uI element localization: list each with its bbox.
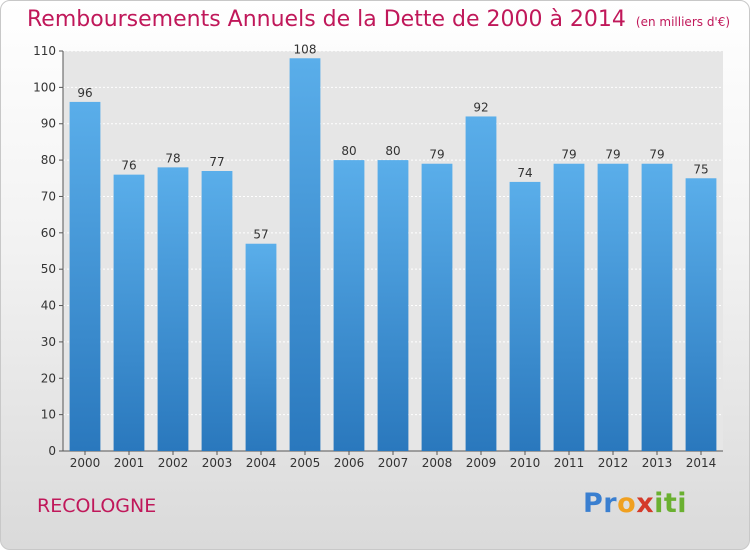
y-tick-label: 110 bbox=[33, 44, 56, 58]
x-tick-label: 2001 bbox=[114, 456, 145, 470]
bar-2014 bbox=[685, 178, 717, 452]
data-label-2000: 96 bbox=[77, 86, 92, 100]
data-label-2010: 74 bbox=[517, 166, 532, 180]
bar-2008 bbox=[421, 163, 453, 451]
bar-2004 bbox=[245, 243, 277, 451]
y-tick-label: 90 bbox=[41, 117, 56, 131]
x-tick-label: 2005 bbox=[290, 456, 321, 470]
y-tick-label: 40 bbox=[41, 299, 56, 313]
chart-subtitle: (en milliers d'€) bbox=[635, 15, 731, 29]
data-label-2007: 80 bbox=[385, 144, 400, 158]
y-tick-label: 100 bbox=[33, 80, 56, 94]
x-tick-label: 2004 bbox=[246, 456, 277, 470]
data-label-2014: 75 bbox=[693, 162, 708, 176]
bar-2002 bbox=[157, 167, 189, 451]
bar-2006 bbox=[333, 160, 365, 451]
x-tick-label: 2003 bbox=[202, 456, 233, 470]
logo-letter: i bbox=[677, 488, 688, 519]
bar-2010 bbox=[509, 181, 541, 451]
x-tick-label: 2010 bbox=[510, 456, 541, 470]
y-tick-label: 70 bbox=[41, 189, 56, 203]
y-tick-label: 60 bbox=[41, 226, 56, 240]
x-tick-label: 2007 bbox=[378, 456, 409, 470]
x-tick-label: 2014 bbox=[686, 456, 717, 470]
y-tick-label: 20 bbox=[41, 371, 56, 385]
logo-letter: i bbox=[654, 488, 664, 519]
data-label-2003: 77 bbox=[209, 155, 224, 169]
bar-2011 bbox=[553, 163, 585, 451]
y-tick-label: 50 bbox=[41, 262, 56, 276]
bar-2005 bbox=[289, 58, 321, 451]
logo-letter: r bbox=[603, 488, 618, 519]
bar-2007 bbox=[377, 160, 409, 451]
bar-2009 bbox=[465, 116, 497, 452]
bar-2012 bbox=[597, 163, 629, 451]
data-label-2002: 78 bbox=[165, 151, 180, 165]
logo-letter: o bbox=[617, 488, 637, 519]
y-tick-label: 80 bbox=[41, 153, 56, 167]
x-tick-label: 2006 bbox=[334, 456, 365, 470]
x-tick-label: 2012 bbox=[598, 456, 629, 470]
bar-2000 bbox=[69, 101, 101, 451]
data-label-2008: 79 bbox=[429, 148, 444, 162]
data-label-2001: 76 bbox=[121, 159, 136, 173]
data-label-2012: 79 bbox=[605, 148, 620, 162]
y-tick-label: 10 bbox=[41, 408, 56, 422]
x-tick-label: 2009 bbox=[466, 456, 497, 470]
data-label-2011: 79 bbox=[561, 148, 576, 162]
bar-2003 bbox=[201, 171, 233, 451]
logo-letter: P bbox=[583, 488, 604, 519]
y-tick-label: 30 bbox=[41, 335, 56, 349]
x-tick-label: 2002 bbox=[158, 456, 189, 470]
y-tick-label: 0 bbox=[48, 444, 56, 458]
data-label-2005: 108 bbox=[294, 42, 317, 56]
x-tick-label: 2013 bbox=[642, 456, 673, 470]
proxiti-logo: Proxiti bbox=[583, 488, 687, 519]
data-label-2006: 80 bbox=[341, 144, 356, 158]
chart-title-text: Remboursements Annuels de la Dette de 20… bbox=[27, 7, 626, 32]
logo-letter: x bbox=[636, 488, 655, 519]
logo-letter: t bbox=[663, 488, 678, 519]
x-tick-label: 2008 bbox=[422, 456, 453, 470]
x-tick-label: 2011 bbox=[554, 456, 585, 470]
data-label-2013: 79 bbox=[649, 148, 664, 162]
bar-2013 bbox=[641, 163, 673, 451]
bar-2001 bbox=[113, 174, 145, 452]
commune-name: RECOLOGNE bbox=[37, 495, 157, 517]
chart-title: Remboursements Annuels de la Dette de 20… bbox=[27, 7, 730, 32]
x-tick-label: 2000 bbox=[70, 456, 101, 470]
data-label-2004: 57 bbox=[253, 228, 268, 242]
data-label-2009: 92 bbox=[473, 100, 488, 114]
